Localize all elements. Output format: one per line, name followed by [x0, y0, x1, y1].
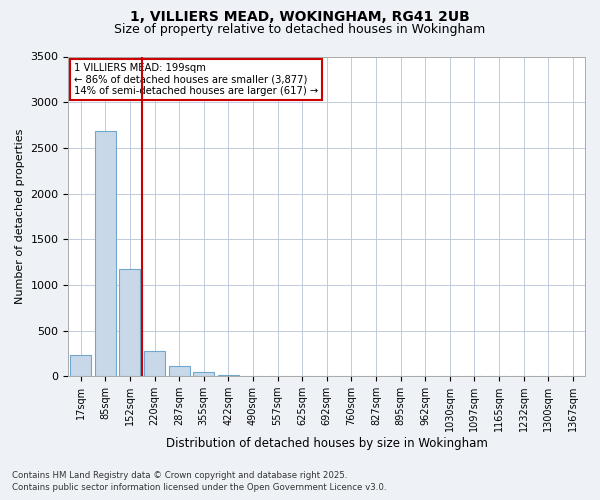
Bar [144, 350, 165, 376]
Bar [169, 366, 190, 376]
Y-axis label: Number of detached properties: Number of detached properties [15, 128, 25, 304]
Text: Contains HM Land Registry data © Crown copyright and database right 2025.: Contains HM Land Registry data © Crown c… [12, 471, 347, 480]
Text: 1, VILLIERS MEAD, WOKINGHAM, RG41 2UB: 1, VILLIERS MEAD, WOKINGHAM, RG41 2UB [130, 10, 470, 24]
Text: Contains public sector information licensed under the Open Government Licence v3: Contains public sector information licen… [12, 484, 386, 492]
Bar [193, 372, 214, 376]
Text: 1 VILLIERS MEAD: 199sqm
← 86% of detached houses are smaller (3,877)
14% of semi: 1 VILLIERS MEAD: 199sqm ← 86% of detache… [74, 63, 318, 96]
Bar [70, 355, 91, 376]
Bar [95, 132, 116, 376]
Text: Size of property relative to detached houses in Wokingham: Size of property relative to detached ho… [115, 22, 485, 36]
X-axis label: Distribution of detached houses by size in Wokingham: Distribution of detached houses by size … [166, 437, 488, 450]
Bar [119, 270, 140, 376]
